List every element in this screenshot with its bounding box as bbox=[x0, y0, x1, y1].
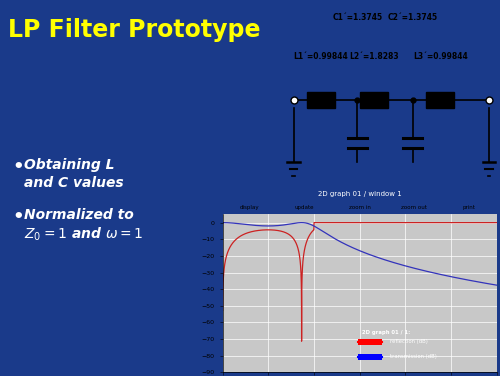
Text: print: print bbox=[462, 205, 475, 210]
Text: Normalized to: Normalized to bbox=[24, 208, 134, 222]
Text: Obtaining L: Obtaining L bbox=[24, 158, 114, 172]
Text: and C values: and C values bbox=[24, 176, 124, 190]
Text: L3´=0.99844: L3´=0.99844 bbox=[413, 52, 468, 61]
Text: $Z_0=1$ and $\omega=1$: $Z_0=1$ and $\omega=1$ bbox=[24, 226, 144, 243]
Bar bbox=[308, 92, 335, 108]
Text: •: • bbox=[12, 208, 24, 226]
Text: zoom out: zoom out bbox=[402, 205, 427, 210]
Text: update: update bbox=[295, 205, 314, 210]
Text: L1´=0.99844: L1´=0.99844 bbox=[294, 52, 348, 61]
Text: C1´=1.3745: C1´=1.3745 bbox=[332, 14, 382, 22]
Bar bbox=[360, 92, 388, 108]
Text: C2´=1.3745: C2´=1.3745 bbox=[388, 14, 438, 22]
Text: display: display bbox=[240, 205, 260, 210]
Text: L2´=1.8283: L2´=1.8283 bbox=[350, 52, 399, 61]
Text: •: • bbox=[12, 158, 24, 176]
Text: zoom in: zoom in bbox=[348, 205, 370, 210]
Text: 2D graph 01 / window 1: 2D graph 01 / window 1 bbox=[318, 191, 402, 197]
Text: LP Filter Prototype: LP Filter Prototype bbox=[8, 18, 260, 42]
Bar bbox=[426, 92, 454, 108]
